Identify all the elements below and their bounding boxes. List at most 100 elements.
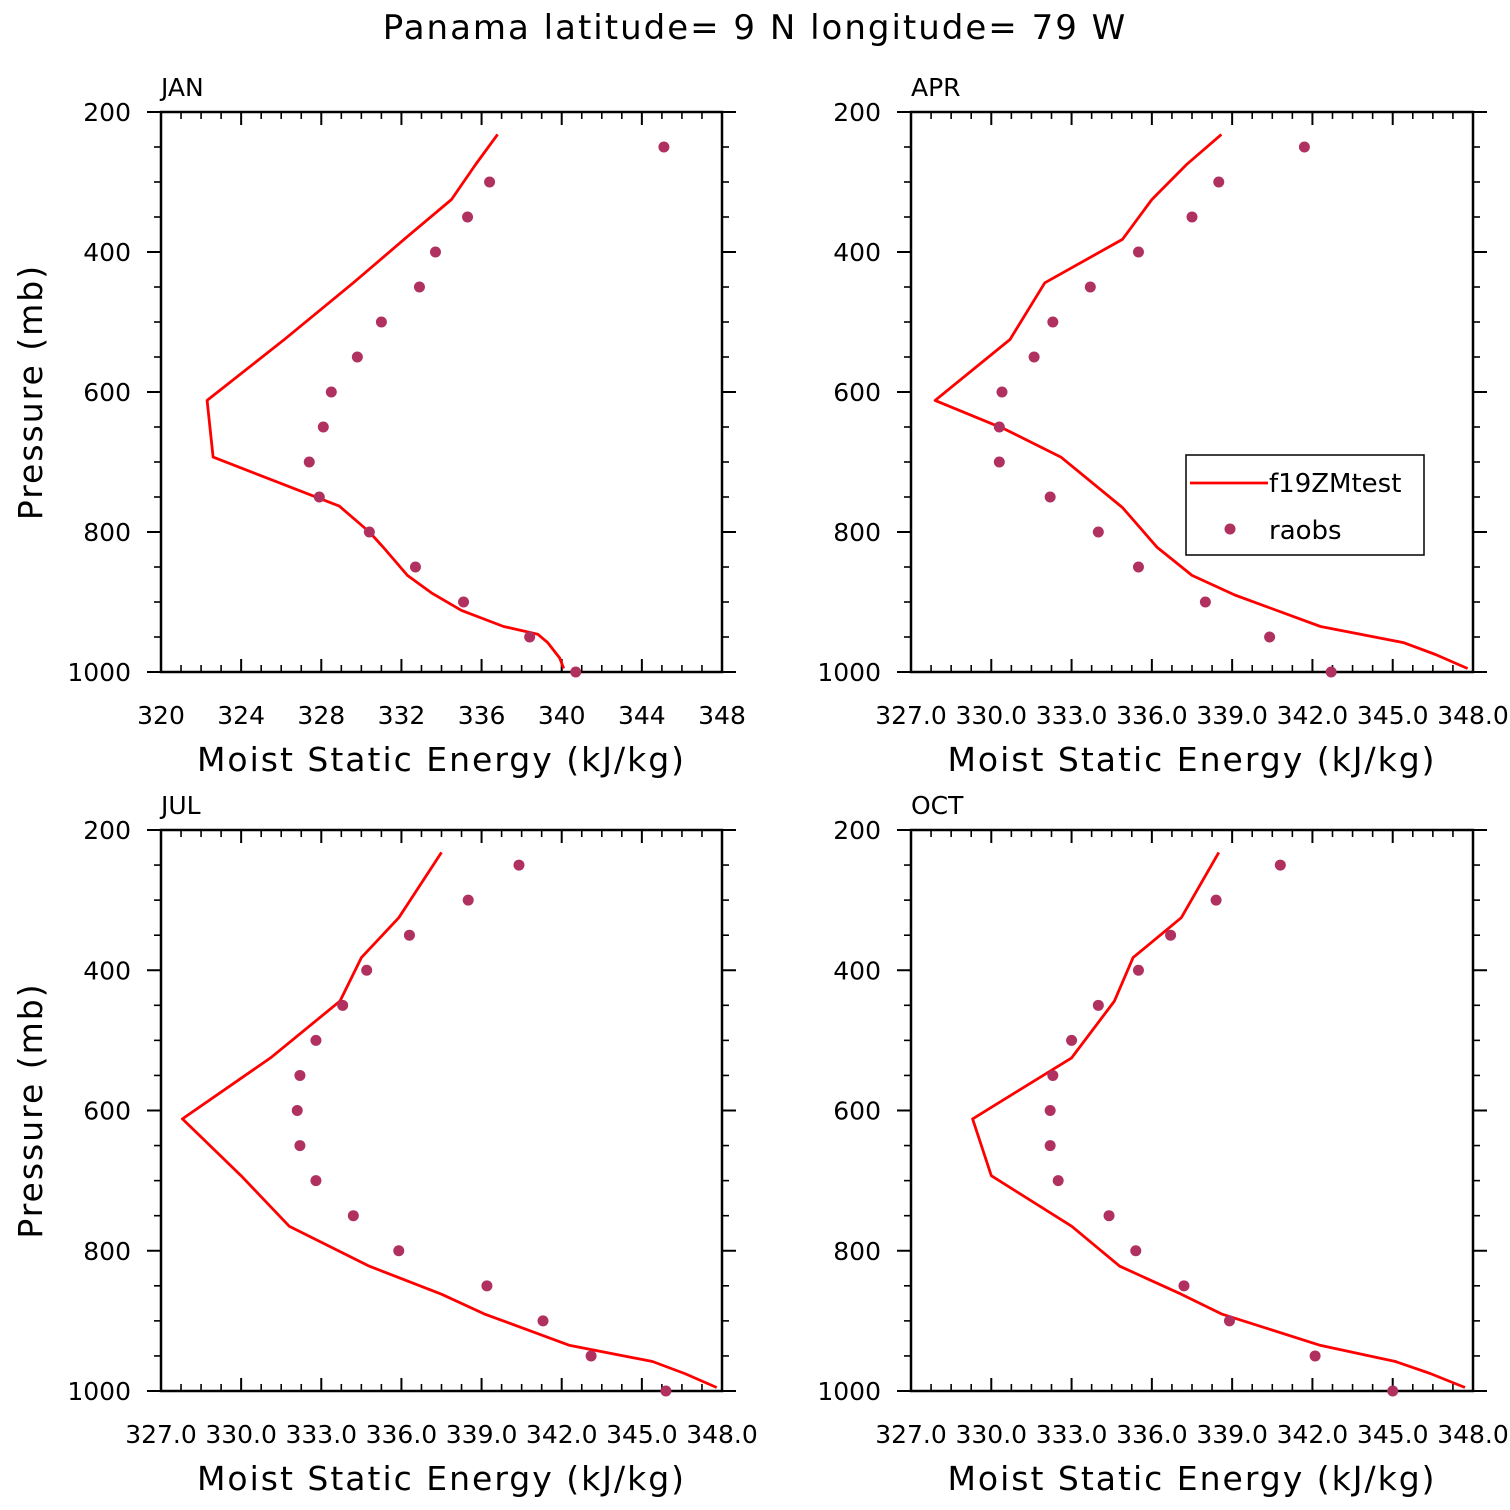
- series-line-f19ZMtest: [971, 851, 1466, 1389]
- data-point-raobs: [1264, 631, 1276, 643]
- x-tick-label: 336.0: [1116, 701, 1188, 730]
- data-point-raobs: [317, 421, 329, 433]
- data-point-raobs: [1132, 964, 1144, 976]
- data-point-raobs: [1210, 894, 1222, 906]
- data-point-raobs: [1066, 1034, 1078, 1046]
- x-tick-label: 333.0: [285, 1420, 357, 1449]
- x-tick-label: 327.0: [875, 1420, 947, 1449]
- panel-label: APR: [911, 73, 961, 102]
- data-point-raobs: [1047, 1069, 1059, 1081]
- y-tick-label: 600: [833, 378, 881, 407]
- data-point-raobs: [1309, 1350, 1321, 1362]
- data-point-raobs: [1325, 666, 1337, 678]
- data-point-raobs: [993, 421, 1005, 433]
- data-point-raobs: [1092, 999, 1104, 1011]
- legend: f19ZMtest raobs: [1185, 454, 1425, 556]
- x-axis-label: Moist Static Energy (kJ/kg): [947, 1459, 1436, 1498]
- data-point-raobs: [1387, 1385, 1399, 1397]
- data-point-raobs: [458, 596, 470, 608]
- y-axis-label: Pressure (mb): [11, 264, 50, 520]
- panel-label: JAN: [159, 73, 204, 102]
- data-point-raobs: [513, 859, 525, 871]
- plot-frame: [909, 110, 1475, 674]
- data-point-raobs: [1084, 281, 1096, 293]
- data-point-raobs: [1274, 859, 1286, 871]
- x-tick-label: 330.0: [955, 701, 1027, 730]
- y-tick-label: 800: [833, 1237, 881, 1266]
- data-point-raobs: [1178, 1280, 1190, 1292]
- y-tick-label: 800: [83, 1237, 131, 1266]
- data-point-raobs: [1103, 1210, 1115, 1222]
- panel-oct: 327.0 330.0 333.0 336.0 339.0 342.0 345.0 348.0…: [817, 791, 1508, 1498]
- data-point-raobs: [363, 526, 375, 538]
- y-tick-label: 1000: [817, 658, 881, 687]
- x-axis-label: Moist Static Energy (kJ/kg): [947, 740, 1436, 779]
- data-point-raobs: [409, 561, 421, 573]
- data-point-raobs: [993, 456, 1005, 468]
- data-point-raobs: [337, 999, 349, 1011]
- panel-label: OCT: [911, 791, 964, 820]
- x-tick-label: 348.0: [1437, 1420, 1509, 1449]
- x-tick-label: 336.0: [1116, 1420, 1188, 1449]
- data-point-raobs: [375, 316, 387, 328]
- x-tick-label: 327.0: [875, 701, 947, 730]
- series-line-f19ZMtest: [180, 851, 718, 1389]
- data-point-raobs: [403, 929, 415, 941]
- data-point-raobs: [1028, 351, 1040, 363]
- series-line-f19ZMtest: [933, 133, 1469, 670]
- data-point-raobs: [585, 1350, 597, 1362]
- data-point-raobs: [658, 141, 670, 153]
- x-tick-label: 345.0: [1357, 701, 1429, 730]
- data-point-raobs: [1199, 596, 1211, 608]
- plot-frame: [159, 110, 724, 674]
- x-tick-label: 342.0: [1277, 1420, 1349, 1449]
- legend-entry-label: f19ZMtest: [1269, 469, 1401, 499]
- x-tick-label: 336: [458, 701, 506, 730]
- y-tick-label: 400: [833, 956, 881, 985]
- data-point-raobs: [294, 1140, 306, 1152]
- data-point-raobs: [1044, 491, 1056, 503]
- y-axis-label: Pressure (mb): [11, 982, 50, 1238]
- data-point-raobs: [524, 631, 536, 643]
- data-point-raobs: [1298, 141, 1310, 153]
- y-tick-label: 200: [83, 816, 131, 845]
- data-point-raobs: [570, 666, 582, 678]
- data-point-raobs: [291, 1105, 303, 1116]
- y-tick-label: 600: [833, 1097, 881, 1126]
- x-tick-label: 345.0: [1357, 1420, 1429, 1449]
- data-point-raobs: [1044, 1105, 1056, 1116]
- panel-jul: 327.0 330.0 333.0 336.0 339.0 342.0 345.0 348.0…: [11, 791, 758, 1498]
- y-tick-label: 1000: [67, 1377, 131, 1406]
- x-tick-label: 336.0: [366, 1420, 438, 1449]
- data-point-raobs: [537, 1315, 549, 1327]
- y-tick-label: 400: [83, 238, 131, 267]
- y-tick-label: 1000: [67, 658, 131, 687]
- x-tick-label: 348.0: [686, 1420, 758, 1449]
- data-point-raobs: [294, 1069, 306, 1081]
- x-tick-label: 327.0: [125, 1420, 197, 1449]
- y-tick-label: 1000: [817, 1377, 881, 1406]
- x-tick-label: 340: [538, 701, 586, 730]
- series-line-f19ZMtest: [205, 133, 566, 669]
- data-point-raobs: [1165, 929, 1177, 941]
- panel-jan: 320 324 328 332 336 340 344 348 200 400 600 800 1000…: [11, 73, 746, 779]
- plot-frame: [909, 828, 1475, 1393]
- data-point-raobs: [1052, 1175, 1064, 1187]
- panel-apr: 327.0 330.0 333.0 336.0 339.0 342.0 345.0 348.0…: [817, 73, 1508, 779]
- data-point-raobs: [429, 246, 441, 258]
- legend-box: [1185, 454, 1425, 556]
- x-tick-label: 345.0: [606, 1420, 678, 1449]
- y-tick-label: 400: [833, 238, 881, 267]
- legend-entry-label: raobs: [1269, 516, 1342, 546]
- x-tick-label: 333.0: [1036, 701, 1108, 730]
- x-tick-label: 330.0: [955, 1420, 1027, 1449]
- x-tick-label: 330.0: [205, 1420, 277, 1449]
- data-point-raobs: [1132, 246, 1144, 258]
- y-tick-label: 800: [833, 518, 881, 547]
- x-tick-label: 342.0: [1277, 701, 1349, 730]
- x-tick-label: 339.0: [1196, 701, 1268, 730]
- x-tick-label: 344: [618, 701, 666, 730]
- x-tick-label: 348: [698, 701, 746, 730]
- data-point-raobs: [1044, 1140, 1056, 1152]
